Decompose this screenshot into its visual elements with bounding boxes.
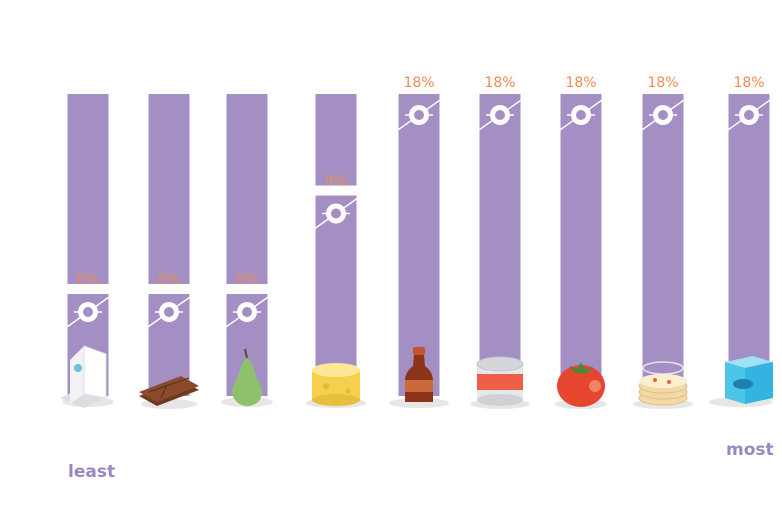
bar-group: 0%: [51, 94, 125, 396]
bar: [315, 195, 357, 396]
frozen-fish-icon: [709, 356, 773, 407]
value-marker-center: [495, 110, 505, 120]
value-marker-center: [83, 307, 93, 317]
sauce-bottle-icon: [389, 347, 449, 408]
value-marker-center: [576, 110, 586, 120]
cheese-wheel-icon: [306, 363, 366, 408]
bar-upper-segment: [67, 94, 109, 284]
bar-group: 0%: [210, 94, 284, 396]
bar: [398, 94, 440, 396]
value-label: 0%: [158, 272, 180, 288]
bar: [642, 94, 684, 396]
tomato-icon: [555, 362, 607, 409]
bar-upper-segment: [226, 94, 268, 284]
bar: [728, 94, 770, 396]
bar-group: 18%: [463, 75, 537, 396]
tin-can-icon: [470, 356, 530, 409]
bar-group: 18%: [626, 75, 700, 396]
bar-group: 18%: [382, 75, 456, 396]
pizza-stack-icon: [633, 361, 693, 409]
bar-group: 18%: [712, 75, 782, 396]
value-label: 18%: [565, 75, 596, 91]
value-marker-center: [414, 110, 424, 120]
bar-group: 0%: [132, 94, 206, 396]
value-marker-center: [744, 110, 754, 120]
value-label: 18%: [733, 75, 764, 91]
bar-group: 9%: [299, 94, 373, 396]
bar-upper-segment: [315, 94, 357, 186]
chocolate-bar-icon: [139, 376, 199, 409]
value-marker-center: [658, 110, 668, 120]
value-label: 9%: [325, 174, 347, 190]
value-marker-center: [331, 208, 341, 219]
value-label: 0%: [236, 272, 258, 288]
bar: [479, 94, 521, 396]
value-marker-center: [242, 307, 252, 317]
value-label: 18%: [484, 75, 515, 91]
scale-label-least: least: [68, 462, 116, 482]
value-marker-center: [164, 307, 174, 317]
value-label: 18%: [403, 75, 434, 91]
bar-upper-segment: [148, 94, 190, 284]
bar-group: 18%: [544, 75, 618, 396]
icon-shadow: [389, 398, 449, 408]
value-label: 0%: [77, 272, 99, 288]
milk-carton-icon: [60, 345, 114, 408]
pear-icon: [221, 348, 273, 407]
value-label: 18%: [647, 75, 678, 91]
bar: [560, 94, 602, 396]
scale-label-most: most: [726, 440, 774, 460]
